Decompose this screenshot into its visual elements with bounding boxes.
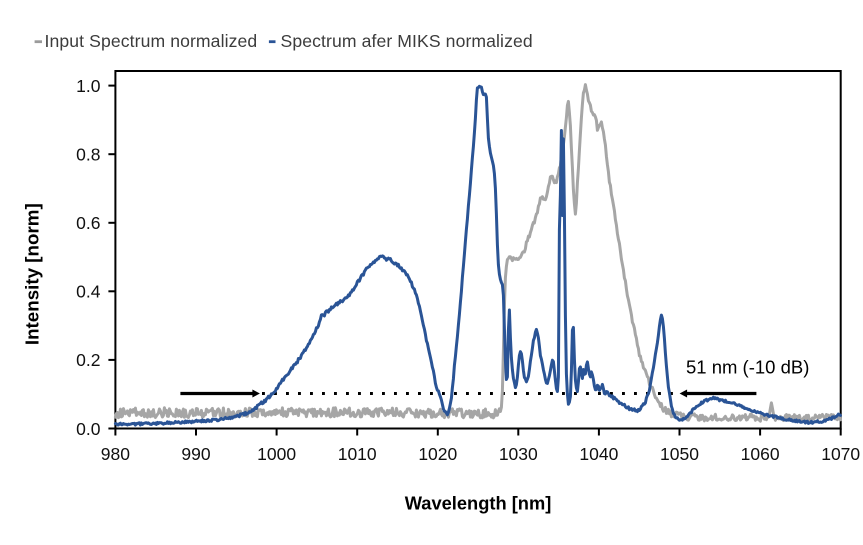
svg-text:Input Spectrum normalized: Input Spectrum normalized	[45, 31, 258, 51]
svg-text:0.8: 0.8	[76, 145, 100, 165]
svg-text:1020: 1020	[418, 444, 457, 464]
svg-text:Intensity [norm]: Intensity [norm]	[22, 203, 43, 345]
svg-text:0.0: 0.0	[76, 419, 101, 439]
svg-text:0.6: 0.6	[76, 213, 100, 233]
svg-text:1070: 1070	[821, 444, 860, 464]
svg-text:0.2: 0.2	[76, 350, 100, 370]
svg-text:990: 990	[181, 444, 210, 464]
svg-text:1010: 1010	[338, 444, 377, 464]
svg-text:0.4: 0.4	[76, 282, 101, 302]
svg-text:1030: 1030	[499, 444, 538, 464]
svg-text:1040: 1040	[579, 444, 618, 464]
svg-text:1000: 1000	[257, 444, 296, 464]
svg-text:980: 980	[101, 444, 130, 464]
svg-text:1050: 1050	[660, 444, 699, 464]
svg-text:51 nm (-10 dB): 51 nm (-10 dB)	[686, 357, 809, 378]
svg-text:Wavelength [nm]: Wavelength [nm]	[405, 492, 552, 513]
svg-text:1.0: 1.0	[76, 76, 101, 96]
svg-text:Spectrum afer MIKS normalized: Spectrum afer MIKS normalized	[281, 31, 533, 51]
svg-text:1060: 1060	[741, 444, 780, 464]
